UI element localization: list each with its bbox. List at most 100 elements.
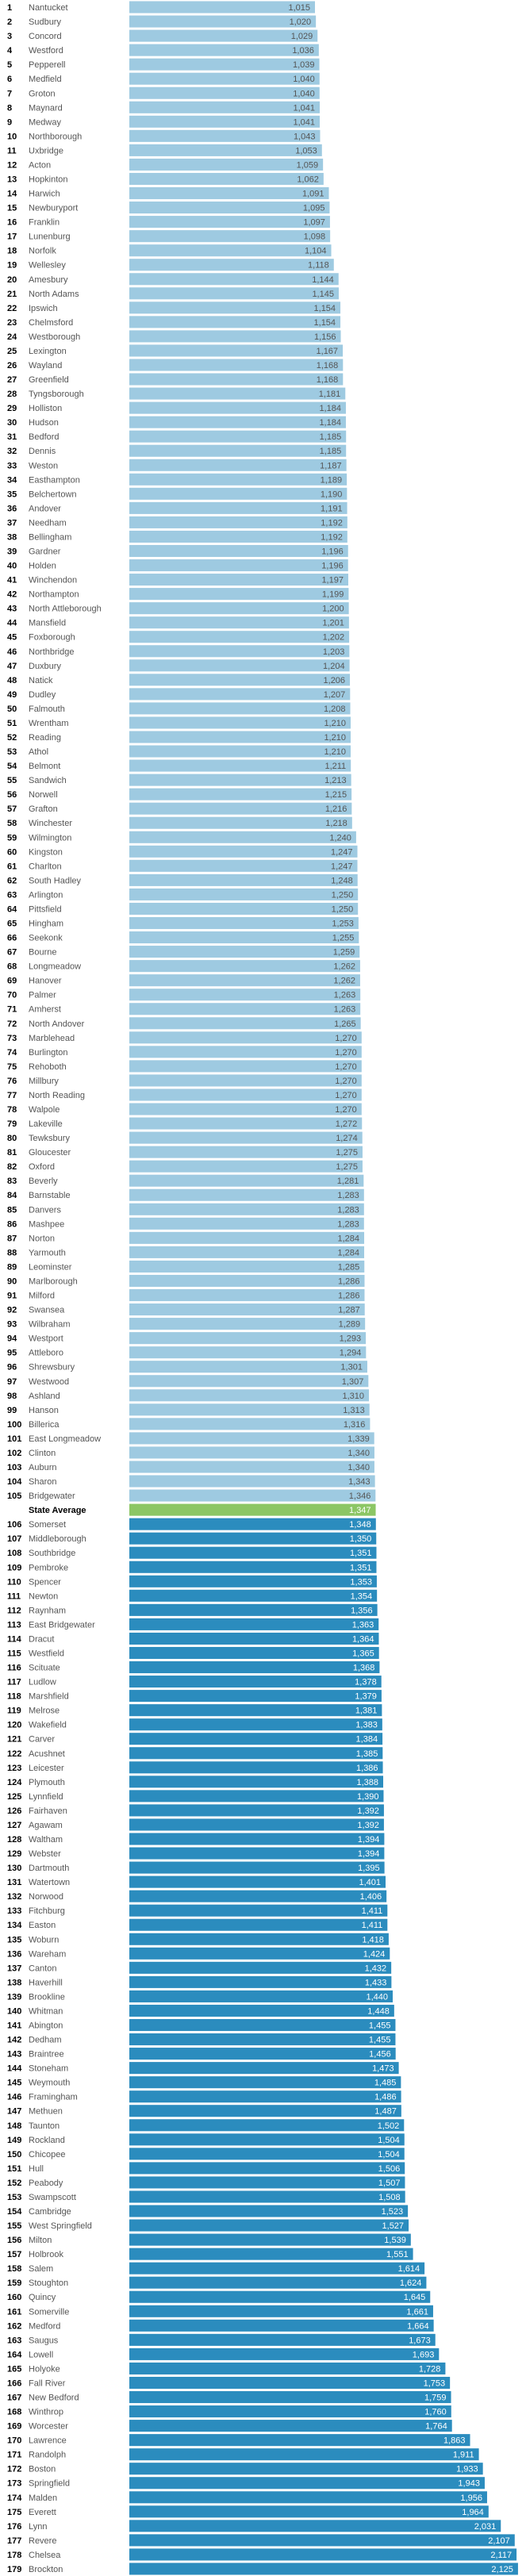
bar bbox=[129, 1676, 382, 1688]
town-label: Acton bbox=[29, 160, 51, 170]
value-label: 1,020 bbox=[290, 17, 312, 27]
bar-row: 96 Shrewsbury 1,301 bbox=[7, 1361, 367, 1373]
bar bbox=[129, 2463, 483, 2475]
value-label: 1,187 bbox=[320, 461, 342, 470]
value-label: 1,406 bbox=[360, 1892, 382, 1902]
bar-row: 139 Brookline 1,440 bbox=[7, 1990, 393, 2002]
bar-row: 22 Ipswich 1,154 bbox=[7, 301, 341, 314]
rank-label: 172 bbox=[7, 2465, 21, 2474]
town-label: Nantucket bbox=[29, 3, 68, 13]
town-label: Saugus bbox=[29, 2336, 59, 2345]
rank-label: 56 bbox=[7, 790, 17, 800]
bar-row: 2 Sudbury 1,020 bbox=[7, 15, 317, 28]
bar-row: 127 Agawam 1,392 bbox=[7, 1818, 384, 1831]
value-label: 1,097 bbox=[303, 218, 325, 228]
bar bbox=[129, 287, 339, 300]
bar bbox=[129, 1318, 366, 1330]
town-label: Newton bbox=[29, 1591, 58, 1601]
bar-row: 38 Bellingham 1,192 bbox=[7, 530, 347, 543]
bar-row: 78 Walpole 1,270 bbox=[7, 1103, 362, 1115]
bar-row: 163 Saugus 1,673 bbox=[7, 2333, 436, 2346]
value-label: 1,411 bbox=[362, 1906, 383, 1916]
bar bbox=[129, 1975, 392, 1988]
rank-label: 52 bbox=[7, 733, 17, 743]
value-label: 1,215 bbox=[325, 790, 347, 800]
bar-row: 159 Stoughton 1,624 bbox=[7, 2276, 427, 2289]
bar bbox=[129, 359, 344, 371]
value-label: 1,539 bbox=[384, 2236, 406, 2245]
bar-row: 147 Methuen 1,487 bbox=[7, 2105, 401, 2117]
rank-label: 160 bbox=[7, 2293, 21, 2302]
bar bbox=[129, 2491, 487, 2504]
rank-label: 47 bbox=[7, 662, 17, 671]
rank-label: 153 bbox=[7, 2193, 21, 2202]
bar bbox=[129, 544, 348, 558]
town-label: Southbridge bbox=[29, 1549, 75, 1558]
value-label: 1,144 bbox=[312, 275, 334, 285]
bar bbox=[129, 1661, 380, 1674]
bar-row: 20 Amesbury 1,144 bbox=[7, 273, 339, 286]
value-label: 1,523 bbox=[382, 2207, 404, 2217]
town-label: Belchertown bbox=[29, 489, 77, 499]
rank-label: 62 bbox=[7, 876, 17, 885]
value-label: 1,760 bbox=[424, 2408, 447, 2417]
value-label: 1,956 bbox=[460, 2493, 482, 2503]
bar bbox=[129, 1804, 384, 1817]
town-label: Charlton bbox=[29, 862, 62, 871]
bar bbox=[129, 574, 348, 586]
bar bbox=[129, 1303, 365, 1316]
town-label: Brookline bbox=[29, 1992, 65, 2002]
bar bbox=[129, 2004, 394, 2017]
value-label: 1,202 bbox=[323, 633, 345, 643]
bar-row: 177 Revere 2,107 bbox=[7, 2534, 515, 2547]
value-label: 1,394 bbox=[358, 1835, 380, 1845]
value-label: 1,401 bbox=[359, 1878, 381, 1887]
value-label: 1,272 bbox=[336, 1119, 358, 1129]
bar bbox=[129, 444, 347, 457]
town-label: Woburn bbox=[29, 1935, 59, 1944]
rank-label: 110 bbox=[7, 1577, 21, 1587]
value-label: 1,933 bbox=[456, 2465, 478, 2474]
rank-label: 121 bbox=[7, 1735, 21, 1745]
value-label: 1,504 bbox=[378, 2136, 400, 2145]
rank-label: 157 bbox=[7, 2250, 21, 2259]
town-label: Hopkinton bbox=[29, 175, 68, 184]
bar bbox=[129, 1904, 388, 1917]
value-label: 1,167 bbox=[317, 347, 339, 356]
town-label: Lakeville bbox=[29, 1119, 63, 1129]
town-label: Falmouth bbox=[29, 704, 65, 714]
value-label: 1,433 bbox=[365, 1978, 387, 1987]
town-label: Clinton bbox=[29, 1449, 56, 1458]
bar-row: 128 Waltham 1,394 bbox=[7, 1833, 385, 1845]
bar bbox=[129, 1389, 370, 1402]
bar bbox=[129, 387, 346, 400]
rank-label: 175 bbox=[7, 2508, 21, 2517]
rank-label: 97 bbox=[7, 1377, 17, 1387]
bar bbox=[129, 172, 324, 186]
value-label: 1,015 bbox=[288, 3, 310, 13]
bar bbox=[129, 1217, 364, 1230]
value-label: 1,199 bbox=[322, 590, 344, 600]
value-label: 1,485 bbox=[374, 2079, 397, 2088]
value-label: 1,316 bbox=[344, 1420, 366, 1430]
value-label: 1,190 bbox=[321, 489, 343, 499]
value-label: 1,395 bbox=[358, 1864, 380, 1873]
town-label: Barnstable bbox=[29, 1191, 71, 1200]
value-label: 1,168 bbox=[317, 375, 339, 385]
rank-label: 104 bbox=[7, 1477, 22, 1487]
town-label: Marlborough bbox=[29, 1276, 78, 1286]
bar-row: 119 Melrose 1,381 bbox=[7, 1704, 382, 1717]
bar bbox=[129, 187, 329, 200]
rank-label: 113 bbox=[7, 1620, 21, 1630]
value-label: 1,473 bbox=[372, 2064, 394, 2074]
bar-row: 10 Northborough 1,043 bbox=[7, 129, 321, 142]
value-label: 1,911 bbox=[453, 2451, 474, 2460]
bar bbox=[129, 759, 351, 772]
bar bbox=[129, 2062, 399, 2075]
bar bbox=[129, 2362, 446, 2374]
bar-row: 135 Woburn 1,418 bbox=[7, 1933, 389, 1945]
town-label: Springfield bbox=[29, 2479, 70, 2489]
bar-row: 172 Boston 1,933 bbox=[7, 2463, 483, 2475]
town-label: Holbrook bbox=[29, 2250, 64, 2259]
rank-label: 9 bbox=[7, 117, 12, 127]
